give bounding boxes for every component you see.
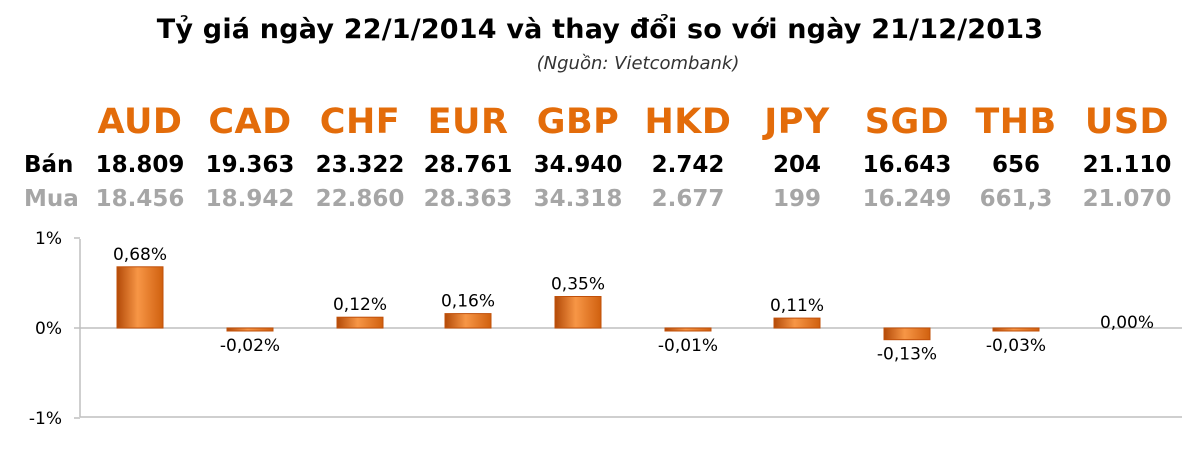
buy-rate: 21.070	[1082, 186, 1172, 212]
chart-title: Tỷ giá ngày 22/1/2014 và thay đổi so với…	[156, 14, 1044, 45]
sell-rate: 656	[991, 152, 1040, 178]
data-label: 0,12%	[333, 295, 387, 315]
buy-rate: 28.363	[423, 186, 513, 212]
buy-rate: 2.677	[651, 186, 725, 212]
bar-hkd	[664, 327, 712, 332]
sell-row-label: Bán	[24, 152, 74, 178]
bar-aud	[116, 266, 164, 329]
sell-rate: 21.110	[1082, 152, 1172, 178]
data-label: -0,03%	[986, 336, 1046, 356]
currency-code: HKD	[644, 102, 732, 142]
sell-rate: 19.363	[205, 152, 295, 178]
data-label: 0,68%	[113, 245, 167, 265]
currency-code: GBP	[536, 102, 620, 142]
buy-rate: 16.249	[862, 186, 952, 212]
y-tick-label: 1%	[35, 229, 62, 249]
data-label: 0,00%	[1100, 313, 1154, 333]
buy-rate: 661,3	[979, 186, 1053, 212]
currency-code: THB	[975, 102, 1057, 142]
currency-code: JPY	[764, 102, 830, 142]
buy-rate: 18.456	[95, 186, 185, 212]
y-tick-label: -1%	[29, 409, 62, 429]
bar-jpy	[773, 317, 821, 329]
currency-code: CAD	[208, 102, 292, 142]
chart-subtitle: (Nguồn: Vietcombank)	[536, 53, 740, 74]
sell-rate: 16.643	[862, 152, 952, 178]
data-label: 0,35%	[551, 275, 605, 295]
buy-rate: 18.942	[205, 186, 295, 212]
currency-code: EUR	[427, 102, 509, 142]
sell-rate: 18.809	[95, 152, 185, 178]
sell-rate: 204	[772, 152, 821, 178]
sell-rate: 34.940	[533, 152, 623, 178]
currency-code: SGD	[864, 102, 950, 142]
bar-gbp	[554, 296, 602, 329]
buy-row-label: Mua	[24, 186, 79, 212]
buy-rate: 199	[772, 186, 821, 212]
data-label: 0,11%	[770, 296, 824, 316]
data-label: -0,13%	[877, 345, 937, 365]
data-label: -0,01%	[658, 336, 718, 356]
sell-rate: 2.742	[651, 152, 725, 178]
bar-chf	[336, 316, 384, 329]
currency-code: AUD	[97, 102, 183, 142]
buy-rate: 34.318	[533, 186, 623, 212]
currency-code: USD	[1084, 102, 1170, 142]
bar-eur	[444, 313, 492, 329]
sell-rate: 28.761	[423, 152, 513, 178]
y-tick-label: 0%	[35, 319, 62, 339]
bar-sgd	[883, 327, 931, 341]
currency-code: CHF	[319, 102, 401, 142]
bar-cad	[226, 327, 274, 332]
data-label: -0,02%	[220, 336, 280, 356]
data-label: 0,16%	[441, 292, 495, 312]
bar-thb	[992, 327, 1040, 332]
sell-rate: 23.322	[315, 152, 405, 178]
buy-rate: 22.860	[315, 186, 405, 212]
